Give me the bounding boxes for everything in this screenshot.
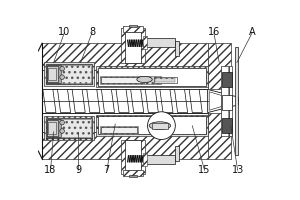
Text: A: A — [249, 27, 256, 37]
Bar — [221, 118, 232, 133]
Circle shape — [60, 66, 64, 71]
Bar — [98, 116, 206, 134]
Polygon shape — [116, 89, 129, 113]
Bar — [101, 77, 144, 83]
Bar — [47, 65, 61, 83]
Bar — [123, 170, 143, 176]
Text: 15: 15 — [198, 165, 211, 175]
Bar — [154, 77, 177, 83]
Bar — [221, 95, 232, 110]
Polygon shape — [209, 92, 232, 110]
Bar — [123, 26, 143, 32]
Bar — [175, 41, 179, 56]
Text: 18: 18 — [44, 165, 57, 175]
Bar — [122, 140, 145, 174]
Bar — [42, 113, 208, 132]
Ellipse shape — [149, 122, 171, 129]
Bar — [175, 146, 179, 161]
Bar — [61, 119, 91, 137]
Bar — [42, 70, 208, 89]
Text: 7: 7 — [104, 165, 110, 175]
Polygon shape — [131, 89, 144, 113]
Bar — [96, 115, 208, 136]
Polygon shape — [43, 89, 56, 113]
Bar — [129, 175, 137, 177]
Bar — [46, 64, 92, 84]
Bar — [208, 113, 231, 159]
Text: 13: 13 — [232, 165, 244, 175]
Text: 9: 9 — [75, 165, 81, 175]
Ellipse shape — [137, 76, 152, 83]
Bar — [61, 65, 91, 83]
Bar — [155, 78, 175, 82]
Polygon shape — [58, 89, 70, 113]
Bar — [48, 122, 56, 134]
Bar — [42, 89, 208, 113]
Circle shape — [148, 112, 175, 140]
Bar — [144, 155, 175, 164]
Bar — [208, 43, 231, 89]
Bar — [143, 36, 147, 49]
Bar — [100, 76, 161, 84]
Bar — [125, 140, 141, 170]
Bar — [125, 32, 141, 62]
Bar — [42, 43, 208, 70]
Bar — [143, 153, 147, 166]
Bar — [98, 68, 206, 86]
Bar — [48, 68, 56, 80]
Bar — [96, 66, 208, 87]
Text: 10: 10 — [58, 27, 70, 37]
Polygon shape — [101, 89, 115, 113]
Bar — [144, 38, 175, 47]
Bar — [221, 66, 232, 136]
Circle shape — [60, 120, 64, 125]
Polygon shape — [160, 89, 173, 113]
Text: 8: 8 — [89, 27, 95, 37]
Bar — [101, 127, 137, 133]
Bar — [47, 66, 58, 82]
Circle shape — [60, 129, 64, 133]
Polygon shape — [72, 89, 85, 113]
Polygon shape — [87, 89, 100, 113]
Bar — [221, 72, 232, 87]
Bar — [47, 119, 61, 137]
Bar — [42, 132, 208, 159]
Polygon shape — [145, 89, 158, 113]
Bar — [44, 116, 94, 140]
Text: 16: 16 — [208, 27, 220, 37]
Bar — [47, 120, 58, 136]
Bar — [235, 47, 239, 155]
Bar — [46, 118, 92, 138]
Circle shape — [60, 75, 64, 79]
Polygon shape — [175, 89, 188, 113]
Polygon shape — [189, 89, 202, 113]
Polygon shape — [208, 89, 239, 113]
Bar — [129, 25, 137, 27]
Bar — [100, 126, 138, 134]
Bar — [152, 123, 168, 129]
Bar — [122, 28, 145, 62]
Bar — [44, 62, 94, 86]
